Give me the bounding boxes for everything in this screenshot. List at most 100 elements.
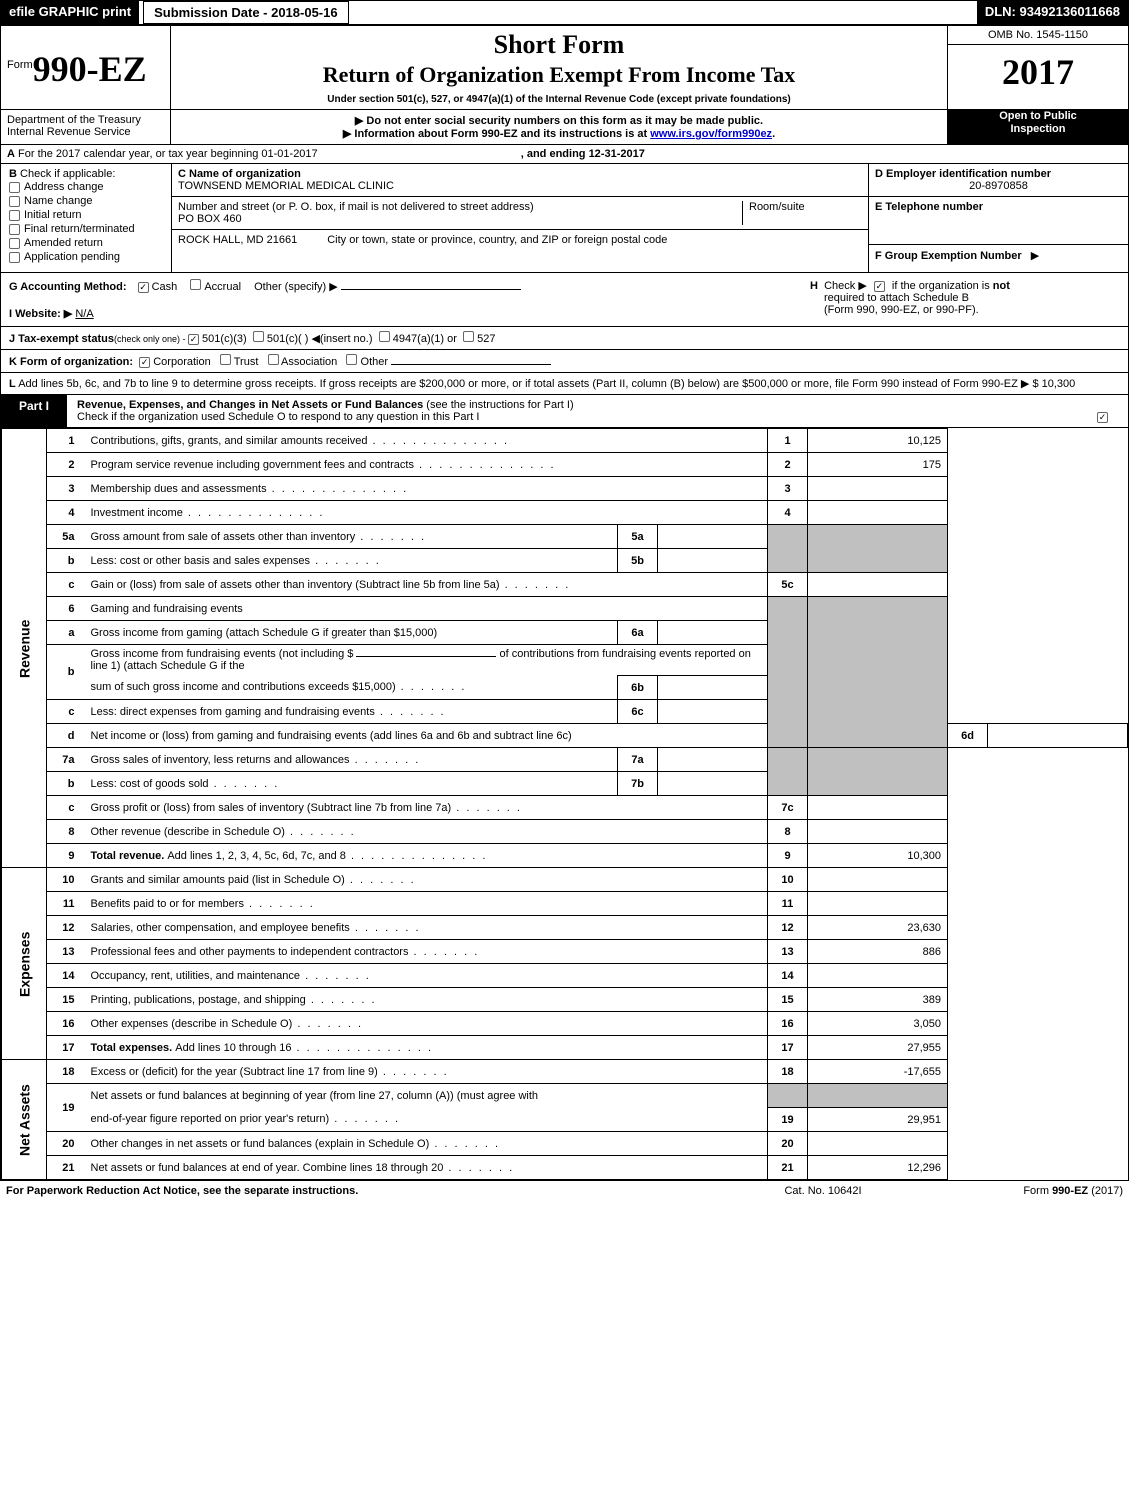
note-instructions: ▶ Information about Form 990-EZ and its …	[177, 127, 941, 140]
md	[658, 772, 768, 796]
amt	[808, 868, 948, 892]
desc: Gross profit or (loss) from sales of inv…	[85, 796, 768, 820]
C-name: C Name of organization TOWNSEND MEMORIAL…	[172, 164, 868, 197]
J-501c3-cbx[interactable]	[188, 334, 199, 345]
C-room-label: Room/suite	[742, 201, 862, 225]
row-5b: b Less: cost or other basis and sales ex…	[2, 549, 1128, 573]
section-GHI: G Accounting Method: Cash Accrual Other …	[1, 273, 1128, 327]
L-text: Add lines 5b, 6c, and 7b to line 9 to de…	[18, 378, 1018, 390]
radio-accrual[interactable]	[190, 279, 201, 290]
lbl: Initial return	[24, 209, 81, 221]
H-label: H	[810, 280, 818, 292]
H-text4: (Form 990, 990-EZ, or 990-PF).	[824, 304, 1120, 316]
F-arrow: ▶	[1031, 250, 1039, 262]
K-other-cbx[interactable]	[346, 354, 357, 365]
H-not: not	[993, 280, 1010, 292]
H-checkbox[interactable]	[874, 281, 885, 292]
desc: Other revenue (describe in Schedule O)	[85, 820, 768, 844]
footer-center: Cat. No. 10642I	[723, 1185, 923, 1197]
efile-badge: efile GRAPHIC print	[1, 1, 139, 24]
H-text3: required to attach Schedule B	[824, 292, 1120, 304]
chk-address-change[interactable]: Address change	[9, 180, 163, 194]
radio-cash[interactable]	[138, 282, 149, 293]
chk-initial-return[interactable]: Initial return	[9, 208, 163, 222]
K-opt2: Association	[281, 356, 337, 368]
numc: 10	[768, 868, 808, 892]
mc: 5b	[618, 549, 658, 573]
page-footer: For Paperwork Reduction Act Notice, see …	[0, 1181, 1129, 1201]
numc: 9	[768, 844, 808, 868]
fr-c: (2017)	[1088, 1185, 1123, 1197]
H-text2: if the organization is	[892, 280, 993, 292]
row-6b-2: sum of such gross income and contributio…	[2, 676, 1128, 700]
desc: Program service revenue including govern…	[85, 453, 768, 477]
row-6d: d Net income or (loss) from gaming and f…	[2, 724, 1128, 748]
footer-right: Form 990-EZ (2017)	[923, 1185, 1123, 1197]
row-15: 15 Printing, publications, postage, and …	[2, 988, 1128, 1012]
K-assoc-cbx[interactable]	[268, 354, 279, 365]
amt: 12,296	[808, 1156, 948, 1180]
ln: b	[47, 549, 85, 573]
lbl: Amended return	[24, 237, 103, 249]
amt	[808, 501, 948, 525]
ln: 13	[47, 940, 85, 964]
desc: end-of-year figure reported on prior yea…	[85, 1108, 768, 1132]
K-corp-cbx[interactable]	[139, 357, 150, 368]
J-527-cbx[interactable]	[463, 331, 474, 342]
ln: 19	[47, 1084, 85, 1132]
numc: 15	[768, 988, 808, 1012]
ln: 18	[47, 1060, 85, 1084]
numc: 19	[768, 1108, 808, 1132]
E-label: E Telephone number	[875, 201, 1122, 213]
line-A-calendar-year: A For the 2017 calendar year, or tax yea…	[1, 145, 1128, 164]
row-6: 6 Gaming and fundraising events	[2, 597, 1128, 621]
desc: Net assets or fund balances at end of ye…	[85, 1156, 768, 1180]
K-label: K Form of organization:	[9, 356, 133, 368]
A-label: A	[7, 148, 15, 160]
ln: 20	[47, 1132, 85, 1156]
ln: 12	[47, 916, 85, 940]
desc: Professional fees and other payments to …	[85, 940, 768, 964]
row-6a: a Gross income from gaming (attach Sched…	[2, 621, 1128, 645]
chk-final-return[interactable]: Final return/terminated	[9, 222, 163, 236]
ln: 9	[47, 844, 85, 868]
A-and: , and ending 12-31-2017	[521, 148, 645, 160]
desc: Gain or (loss) from sale of assets other…	[85, 573, 768, 597]
E-phone: E Telephone number	[869, 197, 1128, 245]
row-5a: 5a Gross amount from sale of assets othe…	[2, 525, 1128, 549]
desc: Gaming and fundraising events	[85, 597, 768, 621]
gray-cell	[768, 1084, 808, 1108]
H-text1: Check ▶	[824, 280, 867, 292]
K-trust-cbx[interactable]	[220, 354, 231, 365]
top-bar: efile GRAPHIC print Submission Date - 20…	[1, 1, 1128, 26]
J-501c-cbx[interactable]	[253, 331, 264, 342]
desc: Other changes in net assets or fund bala…	[85, 1132, 768, 1156]
part1-scheduleO-cbx[interactable]	[1097, 412, 1108, 423]
desc: Salaries, other compensation, and employ…	[85, 916, 768, 940]
chk-application-pending[interactable]: Application pending	[9, 250, 163, 264]
form-prefix: Form	[7, 59, 33, 71]
ln: b	[47, 645, 85, 700]
part1-title-wrap: Revenue, Expenses, and Changes in Net As…	[67, 395, 1128, 427]
J-label: J Tax-exempt status	[9, 333, 114, 345]
numc: 4	[768, 501, 808, 525]
instructions-link[interactable]: www.irs.gov/form990ez	[650, 128, 772, 140]
desc: Gross sales of inventory, less returns a…	[85, 748, 618, 772]
title-return: Return of Organization Exempt From Incom…	[177, 62, 941, 88]
desc: Printing, publications, postage, and shi…	[85, 988, 768, 1012]
I-label: I Website: ▶	[9, 308, 72, 320]
J-4947-cbx[interactable]	[379, 331, 390, 342]
desc: Total expenses. Add lines 10 through 16	[85, 1036, 768, 1060]
numc: 12	[768, 916, 808, 940]
checkbox-icon	[9, 224, 20, 235]
chk-amended-return[interactable]: Amended return	[9, 236, 163, 250]
amt	[808, 964, 948, 988]
form-no: 990-EZ	[33, 49, 147, 89]
H-right: H Check ▶ if the organization is not req…	[810, 279, 1120, 320]
desc: Gross amount from sale of assets other t…	[85, 525, 618, 549]
dept-row: Department of the Treasury Internal Reve…	[1, 110, 1128, 145]
md	[658, 549, 768, 573]
amt	[988, 724, 1128, 748]
part1-header-row: Part I Revenue, Expenses, and Changes in…	[1, 395, 1128, 428]
chk-name-change[interactable]: Name change	[9, 194, 163, 208]
